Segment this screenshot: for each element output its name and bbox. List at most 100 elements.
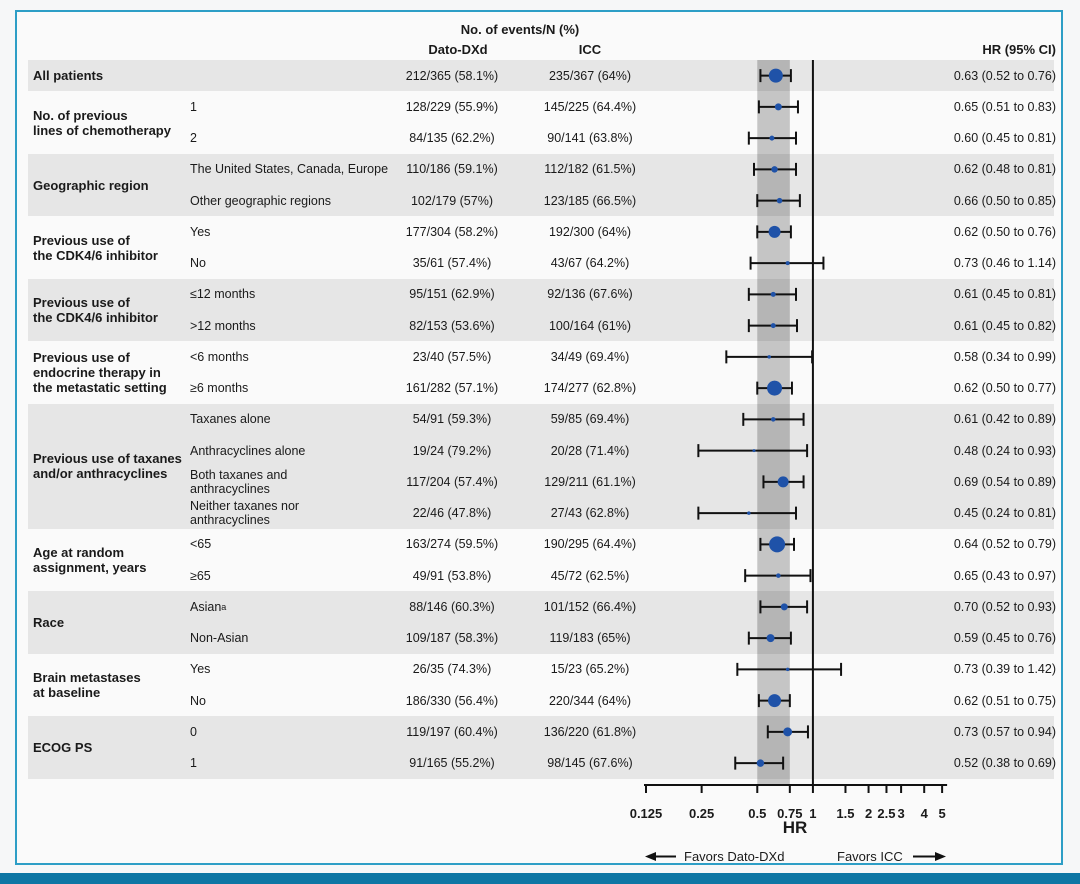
subgroup-label: 1 (190, 756, 197, 771)
icc-events-value: 174/277 (62.8%) (543, 381, 637, 396)
subgroup-label: >12 months (190, 318, 256, 333)
icc-events-value: 112/182 (61.5%) (544, 162, 636, 177)
subgroup-label: 0 (190, 724, 197, 739)
hr-ci-value: 0.62 (0.50 to 0.77) (953, 381, 1056, 396)
subgroup-label: Taxanes alone (190, 412, 271, 427)
subgroup-label: Anthracyclines alone (190, 443, 306, 458)
icc-events-value: 20/28 (71.4%) (550, 443, 630, 458)
hr-ci-value: 0.70 (0.52 to 0.93) (953, 599, 1056, 614)
dato-dxd-events-value: 26/35 (74.3%) (412, 662, 492, 677)
icc-events-value: 101/152 (66.4%) (543, 599, 637, 614)
icc-events-value: 235/367 (64%) (548, 68, 631, 83)
subgroup-label: Neither taxanes nor anthracyclines (190, 499, 300, 528)
hr-ci-value: 0.73 (0.46 to 1.14) (953, 256, 1056, 271)
hr-ci-value: 0.45 (0.24 to 0.81) (953, 506, 1056, 521)
section-shading (28, 716, 1054, 779)
favors-dato-dxd-label: Favors Dato-DXd (684, 849, 785, 864)
group-label: ECOG PS (33, 740, 93, 755)
icc-events-value: 192/300 (64%) (548, 224, 631, 239)
dato-dxd-events-value: 95/151 (62.9%) (409, 287, 495, 302)
dato-dxd-events-value: 117/204 (57.4%) (406, 474, 498, 489)
hr-ci-value: 0.58 (0.34 to 0.99) (953, 349, 1056, 364)
icc-events-value: 90/141 (63.8%) (547, 131, 633, 146)
x-axis-title: HR (782, 818, 808, 837)
dato-dxd-events-value: 119/197 (60.4%) (406, 724, 498, 739)
section-shading (28, 403, 1054, 529)
hr-ci-value: 0.52 (0.38 to 0.69) (953, 756, 1056, 771)
dato-dxd-events-value: 54/91 (59.3%) (412, 412, 492, 427)
group-label: Previous use of the CDK4/6 inhibitor (33, 232, 158, 263)
dato-dxd-events-value: 35/61 (57.4%) (412, 256, 492, 271)
subgroup-label: Both taxanes and anthracyclines (190, 467, 288, 496)
dato-dxd-events-value: 109/187 (58.3%) (405, 631, 499, 646)
hr-ci-value: 0.63 (0.52 to 0.76) (953, 68, 1056, 83)
hr-ci-value: 0.61 (0.45 to 0.81) (953, 287, 1056, 302)
subgroup-label: No (190, 693, 206, 708)
hr-ci-value: 0.65 (0.43 to 0.97) (953, 568, 1056, 583)
icc-events-value: 145/225 (64.4%) (543, 99, 637, 114)
icc-events-value: 136/220 (61.8%) (543, 724, 637, 739)
hr-ci-value: 0.62 (0.48 to 0.81) (953, 162, 1056, 177)
subgroup-label: 2 (190, 131, 197, 146)
dato-dxd-events-value: 177/304 (58.2%) (405, 224, 499, 239)
icc-events-value: 45/72 (62.5%) (550, 568, 630, 583)
favors-icc-label: Favors ICC (837, 849, 903, 864)
hr-ci-value: 0.61 (0.42 to 0.89) (953, 412, 1056, 427)
hr-ci-value: 0.65 (0.51 to 0.83) (953, 99, 1056, 114)
group-label: Previous use of endocrine therapy in the… (33, 350, 167, 395)
dato-dxd-events-value: 163/274 (59.5%) (405, 537, 499, 552)
section-shading (28, 60, 1054, 92)
hr-ci-value: 0.59 (0.45 to 0.76) (953, 631, 1056, 646)
hr-ci-value: 0.48 (0.24 to 0.93) (953, 443, 1056, 458)
subgroup-label: ≥65 (190, 568, 211, 583)
icc-events-value: 119/183 (65%) (549, 631, 631, 646)
subgroup-label: Other geographic regions (190, 193, 332, 208)
subgroup-label: ≥6 months (190, 381, 249, 396)
subgroup-label: No (190, 256, 206, 271)
hr-ci-value: 0.69 (0.54 to 0.89) (953, 474, 1056, 489)
group-label: Geographic region (33, 177, 149, 193)
hr-ci-value: 0.66 (0.50 to 0.85) (953, 193, 1056, 208)
subgroup-label: Non-Asian (190, 631, 249, 646)
subgroup-label: <65 (190, 537, 212, 552)
dato-dxd-events-value: 161/282 (57.1%) (405, 381, 499, 396)
dato-dxd-events-value: 23/40 (57.5%) (412, 349, 492, 364)
dato-dxd-events-value: 88/146 (60.3%) (409, 599, 495, 614)
dato-dxd-events-value: 91/165 (55.2%) (409, 756, 495, 771)
dato-dxd-events-value: 22/46 (47.8%) (412, 506, 492, 521)
dato-dxd-events-value: 110/186 (59.1%) (406, 162, 498, 177)
section-shading (28, 153, 1054, 217)
column-header-icc: ICC (578, 42, 602, 57)
dato-dxd-events-value: 212/365 (58.1%) (405, 68, 499, 83)
group-label: Previous use of taxanes and/or anthracyc… (33, 451, 182, 482)
events-column-group-header: No. of events/N (%) (460, 22, 580, 37)
hr-ci-value: 0.60 (0.45 to 0.81) (953, 131, 1056, 146)
group-label: Race (33, 615, 65, 630)
subgroup-label: Yes (190, 224, 211, 239)
dato-dxd-events-value: 84/135 (62.2%) (409, 131, 495, 146)
journal-footer-bar (0, 873, 1080, 884)
icc-events-value: 15/23 (65.2%) (550, 662, 630, 677)
subgroup-label: <6 months (190, 349, 249, 364)
dato-dxd-events-value: 82/153 (53.6%) (409, 318, 495, 333)
group-label: No. of previous lines of chemotherapy (33, 107, 171, 138)
icc-events-value: 59/85 (69.4%) (550, 412, 630, 427)
icc-events-value: 123/185 (66.5%) (543, 193, 637, 208)
group-label: All patients (33, 68, 104, 84)
icc-events-value: 190/295 (64.4%) (543, 537, 637, 552)
hr-ci-value: 0.64 (0.52 to 0.79) (953, 537, 1056, 552)
column-header-hr-ci: HR (95% CI) (982, 42, 1056, 57)
subgroup-label: 1 (190, 99, 197, 114)
icc-events-value: 98/145 (67.6%) (547, 756, 633, 771)
section-shading (28, 591, 1054, 654)
subgroup-label: The United States, Canada, Europe (190, 162, 389, 177)
icc-events-value: 27/43 (62.8%) (550, 506, 630, 521)
dato-dxd-events-value: 102/179 (57%) (410, 193, 493, 208)
icc-events-value: 92/136 (67.6%) (547, 287, 633, 302)
hr-ci-value: 0.73 (0.57 to 0.94) (953, 724, 1056, 739)
column-header-dato-dxd: Dato-DXd (428, 42, 488, 57)
subgroup-label: ≤12 months (190, 287, 256, 302)
subgroup-label: Yes (190, 662, 211, 677)
hr-ci-value: 0.61 (0.45 to 0.82) (953, 318, 1056, 333)
